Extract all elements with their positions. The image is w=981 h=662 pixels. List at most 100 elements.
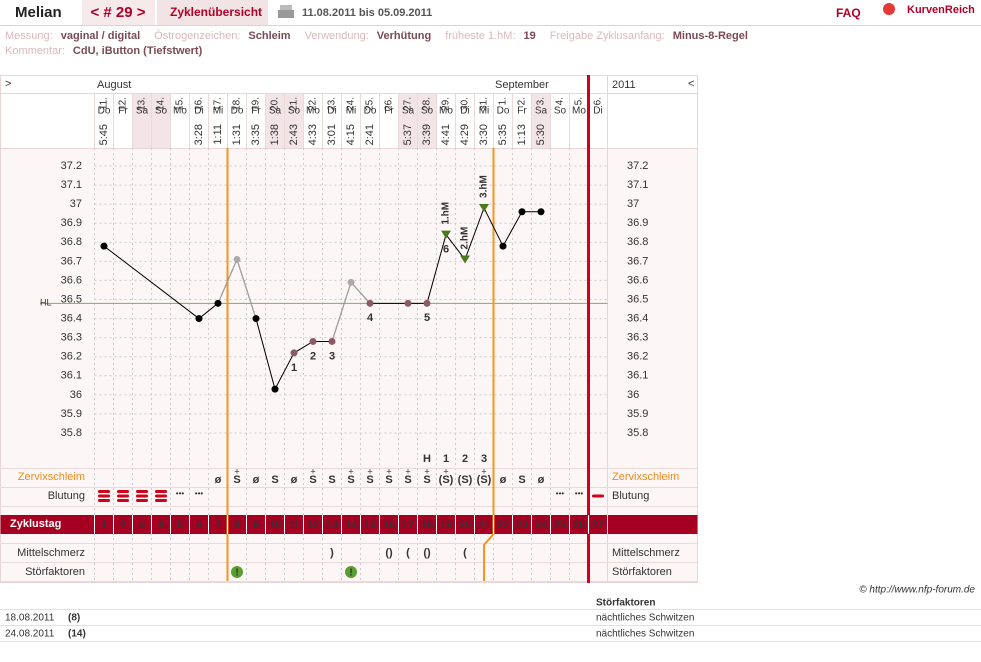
hm-label: 1.hM bbox=[441, 202, 452, 225]
cycleday: 7 bbox=[215, 519, 221, 531]
bleeding-bars bbox=[98, 490, 110, 502]
day-weekday: Di bbox=[194, 106, 203, 117]
cervix-symbol: S bbox=[328, 474, 335, 486]
hm-marker bbox=[460, 255, 470, 264]
cervix-symbol: S bbox=[404, 474, 411, 486]
row-label: Zervixschleim bbox=[18, 471, 85, 483]
day-weekday: Di bbox=[593, 106, 602, 117]
info-value: Verhütung bbox=[377, 30, 431, 42]
bleeding-bar bbox=[117, 494, 129, 498]
day-date: 4. bbox=[555, 97, 566, 105]
copyright: © http://www.nfp-forum.de bbox=[859, 585, 975, 596]
excluded-segment bbox=[350, 282, 371, 304]
month-label: August bbox=[97, 79, 131, 91]
cervix-symbol: S bbox=[347, 474, 354, 486]
info-value: Schleim bbox=[248, 30, 290, 42]
cervix-symbol: ø bbox=[500, 474, 507, 486]
bleeding-bar bbox=[136, 499, 148, 502]
day-date: 16. bbox=[194, 97, 205, 111]
temperature-point bbox=[309, 337, 317, 345]
cycleday-band bbox=[0, 515, 698, 534]
day-time: 2:41 bbox=[364, 124, 376, 145]
day-time: 4:15 bbox=[345, 124, 357, 145]
next-arrow[interactable]: < bbox=[688, 78, 694, 90]
cycleday: 20 bbox=[459, 519, 471, 531]
day-time: 5:35 bbox=[497, 124, 509, 145]
info-label: Freigabe Zyklusanfang: bbox=[550, 30, 665, 42]
logo-text[interactable]: KurvenReich bbox=[907, 4, 975, 16]
info-label: früheste 1.hM: bbox=[445, 30, 515, 42]
day-weekday: Do bbox=[98, 106, 111, 117]
cycleday: 17 bbox=[402, 519, 414, 531]
y-tick-label: 36.2 bbox=[627, 351, 648, 363]
prev-arrow[interactable]: > bbox=[5, 78, 11, 90]
temperature-point bbox=[423, 299, 431, 307]
day-date: 17. bbox=[213, 97, 224, 111]
info-label: Östrogenzeichen: bbox=[154, 30, 240, 42]
weekend-shade bbox=[132, 94, 152, 148]
bleeding-bars bbox=[155, 490, 167, 502]
day-time: 4:41 bbox=[440, 124, 452, 145]
weekend-shade bbox=[284, 94, 304, 148]
cervix-plus: + bbox=[367, 466, 372, 476]
cycleday: 6 bbox=[196, 519, 202, 531]
pain-symbol: ) bbox=[330, 547, 334, 559]
cervix-symbol: S bbox=[518, 474, 525, 486]
weekend-shade bbox=[398, 94, 418, 148]
print-icon[interactable] bbox=[278, 5, 294, 18]
tab-overview[interactable]: Zyklenübersicht bbox=[170, 5, 262, 19]
date-range: 11.08.2011 bis 05.09.2011 bbox=[302, 7, 432, 19]
info-label: Messung: bbox=[5, 30, 53, 42]
bleeding-bar bbox=[117, 499, 129, 502]
cycleday: 26 bbox=[573, 519, 585, 531]
y-tick-label: 36.2 bbox=[61, 351, 82, 363]
faq-link[interactable]: FAQ bbox=[836, 6, 861, 20]
y-tick-label: 36.4 bbox=[627, 312, 648, 324]
info-value: Minus-8-Regel bbox=[673, 30, 748, 42]
disturb-icon bbox=[231, 566, 243, 578]
row-label: Mittelschmerz bbox=[17, 547, 85, 559]
temperature-point bbox=[271, 385, 279, 393]
excluded-segment bbox=[236, 259, 257, 319]
cycleday: 12 bbox=[307, 519, 319, 531]
day-weekday: Sa bbox=[269, 106, 282, 117]
pain-symbol: ( bbox=[463, 547, 467, 559]
day-weekday: Fr bbox=[251, 106, 261, 117]
y-tick-label: 37.1 bbox=[627, 179, 648, 191]
tab-box bbox=[157, 0, 268, 25]
day-weekday: Mi bbox=[479, 106, 490, 117]
cycleday: 27 bbox=[592, 519, 604, 531]
table-day: (8) bbox=[68, 613, 80, 624]
day-date: 24. bbox=[346, 97, 357, 111]
cervix-symbol: ø bbox=[253, 474, 260, 486]
point-label: 5 bbox=[424, 312, 430, 324]
day-date: 28. bbox=[422, 97, 433, 111]
day-date: 13. bbox=[137, 97, 148, 111]
day-weekday: Sa bbox=[535, 106, 548, 117]
bleeding-spot: ••• bbox=[556, 489, 565, 498]
cycle-nav[interactable]: < # 29 > bbox=[90, 4, 145, 21]
day-weekday: Mo bbox=[173, 106, 187, 117]
day-time: 1:38 bbox=[269, 124, 281, 145]
bleeding-spot: ••• bbox=[575, 489, 584, 498]
day-date: 2. bbox=[517, 97, 528, 105]
temperature-point bbox=[366, 299, 374, 307]
temperature-point bbox=[252, 315, 260, 323]
cervix-plus: + bbox=[443, 466, 448, 476]
bleeding-bar bbox=[155, 499, 167, 502]
day-date: 30. bbox=[460, 97, 471, 111]
bleeding-bar bbox=[98, 494, 110, 498]
info-value: vaginal / digital bbox=[61, 30, 140, 42]
cycleday: 4 bbox=[158, 519, 165, 531]
logo-icon bbox=[883, 3, 895, 15]
cycleday: 16 bbox=[383, 519, 395, 531]
cycleday: 15 bbox=[364, 519, 376, 531]
disturb-symbol: ! bbox=[349, 568, 352, 579]
day-date: 15. bbox=[175, 97, 186, 111]
temperature-point bbox=[404, 299, 412, 307]
y-tick-label: 36 bbox=[627, 389, 639, 401]
cycleday: 25 bbox=[554, 519, 566, 531]
day-date: 20. bbox=[270, 97, 281, 111]
cervix-plus: + bbox=[386, 466, 391, 476]
